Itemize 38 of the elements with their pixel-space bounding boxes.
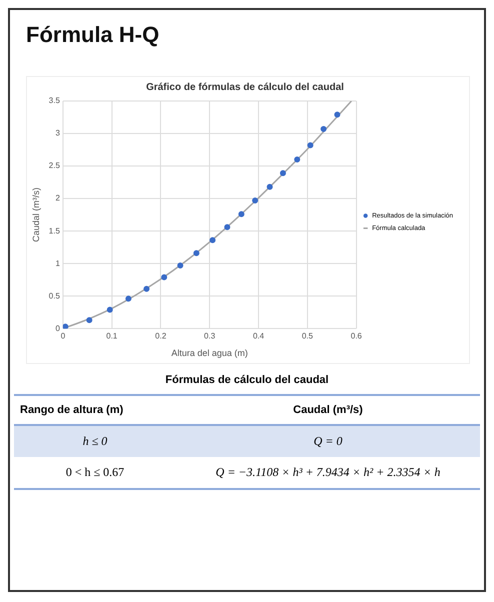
x-tick-label: 0.5 xyxy=(302,332,314,341)
point xyxy=(294,156,300,163)
point xyxy=(334,112,340,118)
point xyxy=(266,184,273,190)
x-tick-label: 0.4 xyxy=(252,332,265,341)
x-tick-label: 0.1 xyxy=(106,332,118,341)
chart-title: Fórmula H-Q xyxy=(25,21,160,49)
y-tick-label: 1 xyxy=(55,258,60,268)
point xyxy=(177,262,184,269)
x-tick-label: 0.2 xyxy=(155,332,167,341)
point xyxy=(210,237,216,244)
y-tick-label: 3 xyxy=(55,128,60,138)
chart-subtitle: Gráfico de fórmulas de cálculo del caudal xyxy=(146,82,344,93)
y-tick-label: 3.5 xyxy=(48,96,60,106)
formula-table: Rango de altura (m) Caudal (m³/s) h ≤ 0 Q = 0 0 < h ≤ 0.67 Q = −3.1108 × h³ + 7.9434 × h² + 2.3354 × h xyxy=(14,394,480,490)
point xyxy=(238,211,244,218)
x-axis-title: Altura del agua (m) xyxy=(171,348,248,358)
x-tick-label: 0.6 xyxy=(350,332,362,341)
y-tick-label: 2.5 xyxy=(48,161,60,170)
y-tick-label: 0 xyxy=(55,324,60,333)
y-tick-label: 1.5 xyxy=(48,226,60,236)
point xyxy=(144,286,150,292)
point xyxy=(280,170,286,176)
point xyxy=(320,126,327,132)
point xyxy=(125,296,132,302)
point xyxy=(86,317,92,324)
y-axis-title: Caudal (m³/s) xyxy=(30,188,41,242)
point xyxy=(307,142,314,148)
point xyxy=(252,197,258,204)
text: Fórmulas de cálculo del caudal xyxy=(164,374,330,386)
point xyxy=(106,306,113,313)
point xyxy=(161,274,168,280)
point xyxy=(193,250,200,256)
point xyxy=(62,324,68,329)
y-tick-label: 0.5 xyxy=(48,291,60,300)
point xyxy=(224,224,230,230)
y-tick-label: 2 xyxy=(55,194,60,203)
x-tick-label: 0.3 xyxy=(204,332,216,341)
